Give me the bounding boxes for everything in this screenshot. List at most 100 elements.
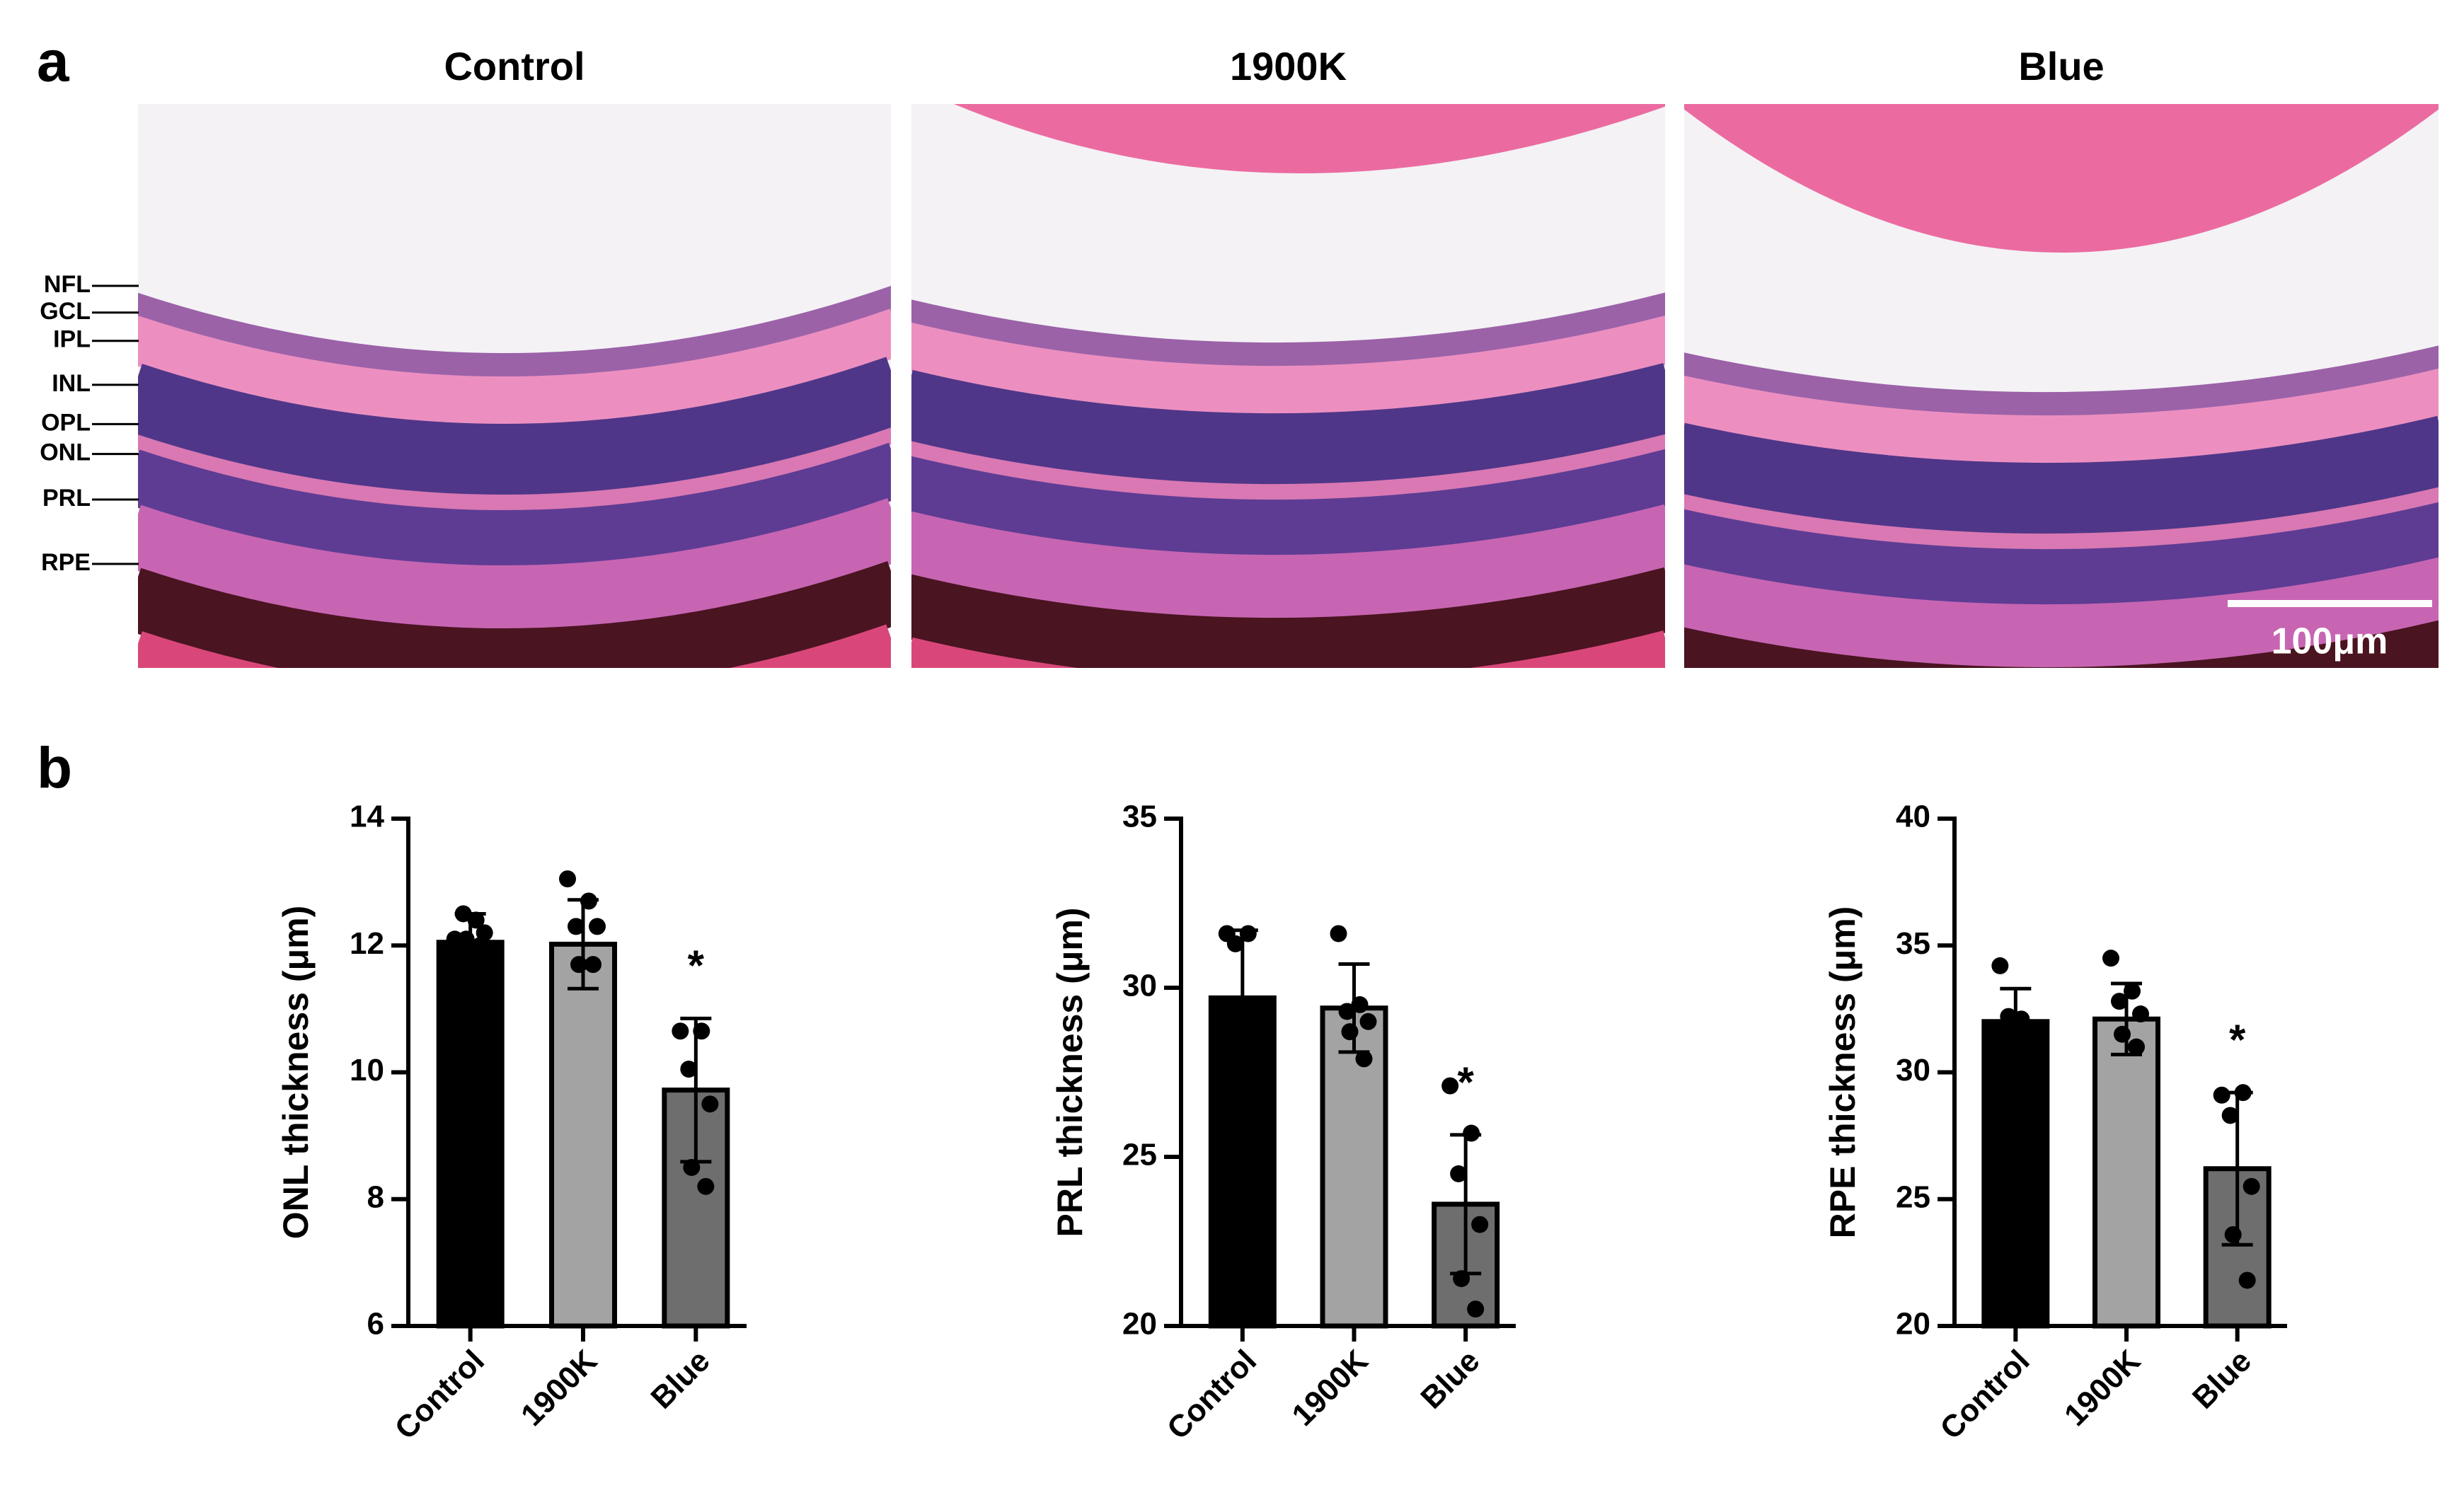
data-point [1471, 1216, 1489, 1233]
data-point [1341, 1023, 1359, 1041]
data-point [697, 1177, 715, 1195]
data-point [585, 956, 601, 974]
y-tick-label: 35 [1896, 926, 1930, 961]
data-point [1351, 996, 1369, 1013]
retina-layer [911, 567, 1665, 668]
layer-label: NFL [44, 271, 91, 298]
y-axis-label: RPE thickness (μm) [1823, 906, 1863, 1239]
y-tick-label: 30 [1896, 1053, 1930, 1088]
image-title: Blue [2018, 44, 2104, 88]
lens-tissue [1684, 104, 2439, 253]
data-point [1338, 1003, 1356, 1020]
panel-label: b [37, 737, 72, 801]
scale-bar-label: 100μm [2272, 621, 2388, 662]
y-axis-label: ONL thickness (μm) [276, 906, 316, 1239]
histology-image [138, 104, 891, 668]
y-tick-label: 30 [1122, 969, 1157, 1003]
panel-label: a [37, 30, 70, 94]
data-point [471, 937, 489, 954]
data-point [1467, 1300, 1485, 1318]
data-point [1991, 957, 2009, 974]
image-title: 1900K [1230, 44, 1347, 88]
significance-label: * [1457, 1059, 1474, 1106]
data-point [559, 870, 576, 888]
retina-layer [138, 498, 891, 629]
retina-layer [911, 363, 1665, 485]
data-point [1355, 1050, 1373, 1068]
y-tick-label: 35 [1122, 800, 1157, 834]
x-tick-label: Control [388, 1344, 491, 1446]
y-tick-label: 25 [1896, 1180, 1930, 1214]
histology-image [911, 104, 1665, 668]
y-tick-label: 6 [367, 1307, 384, 1342]
data-point [693, 1022, 710, 1040]
data-point [1239, 925, 1257, 942]
deep-tissue [1684, 705, 2439, 988]
bar [2092, 1016, 2160, 1329]
data-point [580, 892, 597, 910]
x-tick-label: Blue [645, 1344, 717, 1416]
retina-layer [1684, 345, 2439, 417]
data-point [1450, 1165, 1468, 1182]
data-point [2221, 1107, 2239, 1124]
data-point [672, 1022, 689, 1040]
data-point [1226, 935, 1244, 952]
data-point [2128, 1038, 2145, 1056]
data-point [467, 911, 485, 929]
data-point [2124, 982, 2141, 1000]
significance-label: * [688, 942, 705, 989]
retina-layer [911, 449, 1665, 556]
retina-layer [138, 427, 891, 511]
data-point [454, 905, 472, 923]
x-tick-label: Control [1933, 1344, 2036, 1446]
data-point [1453, 1270, 1470, 1288]
retina-layer [138, 308, 891, 425]
retina-layer [1684, 487, 2439, 550]
data-point [2000, 1008, 2017, 1025]
deep-tissue [138, 645, 891, 668]
y-tick-label: 10 [350, 1053, 384, 1088]
significance-label: * [2229, 1016, 2246, 1063]
x-tick-label: Blue [2186, 1344, 2258, 1416]
data-point [568, 918, 585, 935]
x-tick-label: 1900K [1285, 1343, 1374, 1432]
layer-label: ONL [40, 439, 91, 466]
data-point [2238, 1271, 2256, 1289]
y-tick-label: 8 [367, 1180, 384, 1214]
retina-layer [911, 315, 1665, 415]
histology-image [1684, 104, 2439, 988]
bar [1320, 1005, 1388, 1329]
layer-label: PRL [42, 485, 91, 512]
y-tick-label: 20 [1122, 1307, 1157, 1342]
data-point [2111, 993, 2128, 1010]
y-tick-label: 14 [350, 800, 384, 834]
retina-layer [911, 630, 1665, 668]
data-point [680, 1061, 698, 1078]
data-point [570, 956, 587, 974]
retina-layer [1684, 415, 2439, 535]
data-point [2013, 1010, 2030, 1028]
x-tick-label: Control [1161, 1344, 1263, 1446]
retina-layer [138, 561, 891, 668]
bar [1981, 1019, 2050, 1329]
data-point [2234, 1084, 2252, 1102]
data-point [2102, 950, 2119, 967]
data-point [1330, 925, 1347, 942]
layer-label: OPL [41, 409, 91, 436]
y-tick-label: 25 [1122, 1138, 1157, 1172]
deep-tissue [911, 652, 1665, 668]
bar [436, 940, 505, 1329]
x-tick-label: 1900K [2058, 1343, 2147, 1432]
data-point [2114, 1025, 2131, 1043]
layer-label: INL [52, 370, 91, 397]
data-point [457, 930, 475, 948]
retina-layer [1684, 368, 2439, 464]
data-point [1359, 1013, 1377, 1030]
data-point [2213, 1086, 2230, 1104]
image-title: Control [444, 44, 585, 88]
data-point [2132, 1005, 2149, 1023]
y-axis-label: PRL thickness (μm) [1050, 908, 1090, 1238]
retina-layer [138, 624, 891, 668]
data-point [1463, 1124, 1480, 1142]
y-tick-label: 40 [1896, 800, 1930, 834]
